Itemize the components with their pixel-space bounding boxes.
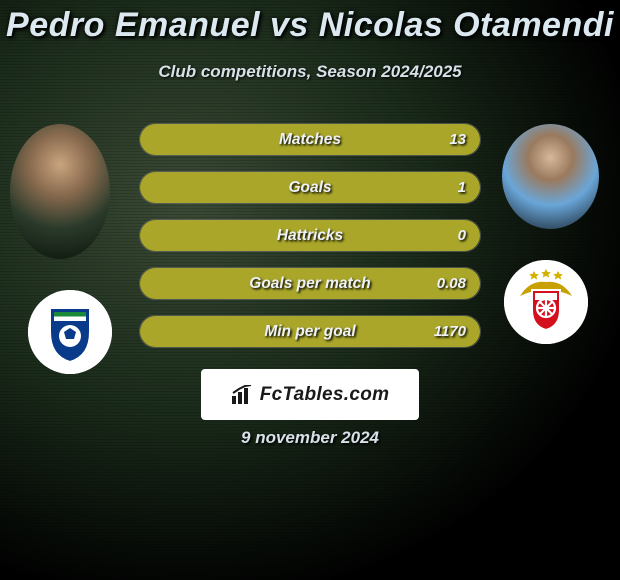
comparison-card: Pedro Emanuel vs Nicolas Otamendi Club c…	[0, 0, 620, 580]
club-left-crest	[28, 290, 112, 374]
stat-label: Matches	[140, 124, 480, 155]
player-right-photo	[502, 124, 599, 229]
brand-chart-icon	[231, 385, 253, 405]
brand-badge: FcTables.com	[201, 369, 419, 420]
stat-row-min-per-goal: Min per goal 1170	[139, 315, 481, 348]
stat-row-goals: Goals 1	[139, 171, 481, 204]
player-left-photo	[10, 124, 110, 259]
date-text: 9 november 2024	[0, 428, 620, 448]
stat-row-matches: Matches 13	[139, 123, 481, 156]
stat-label: Hattricks	[140, 220, 480, 251]
benfica-crest-icon	[504, 260, 588, 344]
subtitle: Club competitions, Season 2024/2025	[0, 62, 620, 82]
stat-value: 0	[458, 220, 466, 251]
page-title: Pedro Emanuel vs Nicolas Otamendi	[0, 6, 620, 45]
stat-label: Min per goal	[140, 316, 480, 347]
stats-bars: Matches 13 Goals 1 Hattricks 0 Goals per…	[139, 123, 481, 363]
player-left-avatar	[10, 124, 110, 259]
brand-text: FcTables.com	[260, 384, 390, 406]
stat-row-hattricks: Hattricks 0	[139, 219, 481, 252]
club-right-crest	[504, 260, 588, 344]
stat-value: 13	[449, 124, 466, 155]
stat-label: Goals per match	[140, 268, 480, 299]
stat-value: 0.08	[437, 268, 466, 299]
player-right-avatar	[502, 124, 599, 229]
stat-value: 1	[458, 172, 466, 203]
stat-value: 1170	[434, 316, 466, 347]
stat-label: Goals	[140, 172, 480, 203]
stat-row-goals-per-match: Goals per match 0.08	[139, 267, 481, 300]
porto-crest-icon	[28, 290, 112, 374]
